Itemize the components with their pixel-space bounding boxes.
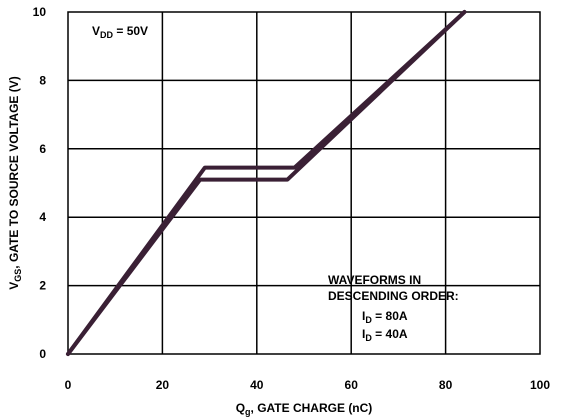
waveforms-label-line1: WAVEFORMS IN bbox=[328, 273, 421, 287]
x-tick-label: 0 bbox=[65, 378, 72, 392]
y-tick-label: 4 bbox=[39, 210, 46, 224]
tick-labels: 0 20 40 60 80 100 0 2 4 6 8 10 bbox=[33, 5, 551, 392]
series-line-2 bbox=[66, 10, 467, 356]
x-axis-title: Qg, GATE CHARGE (nC) bbox=[236, 401, 373, 417]
id-80a-label: ID = 80A bbox=[362, 309, 408, 325]
plot-frame bbox=[67, 11, 541, 355]
y-tick-label: 0 bbox=[39, 347, 46, 361]
y-tick-label: 2 bbox=[39, 279, 46, 293]
grid bbox=[68, 12, 540, 354]
vdd-annotation: VDD = 50V bbox=[92, 24, 148, 40]
x-tick-label: 80 bbox=[439, 378, 453, 392]
y-tick-label: 8 bbox=[39, 73, 46, 87]
x-tick-label: 20 bbox=[156, 378, 170, 392]
x-tick-label: 60 bbox=[345, 378, 359, 392]
waveforms-label-line2: DESCENDING ORDER: bbox=[328, 289, 459, 303]
y-tick-label: 10 bbox=[33, 5, 47, 19]
y-tick-label: 6 bbox=[39, 142, 46, 156]
x-tick-label: 40 bbox=[250, 378, 264, 392]
id-40a-label: ID = 40A bbox=[362, 327, 408, 343]
y-axis-title: VGS, GATE TO SOURCE VOLTAGE (V) bbox=[7, 76, 23, 289]
x-tick-label: 100 bbox=[530, 378, 550, 392]
series-lines bbox=[66, 10, 467, 356]
